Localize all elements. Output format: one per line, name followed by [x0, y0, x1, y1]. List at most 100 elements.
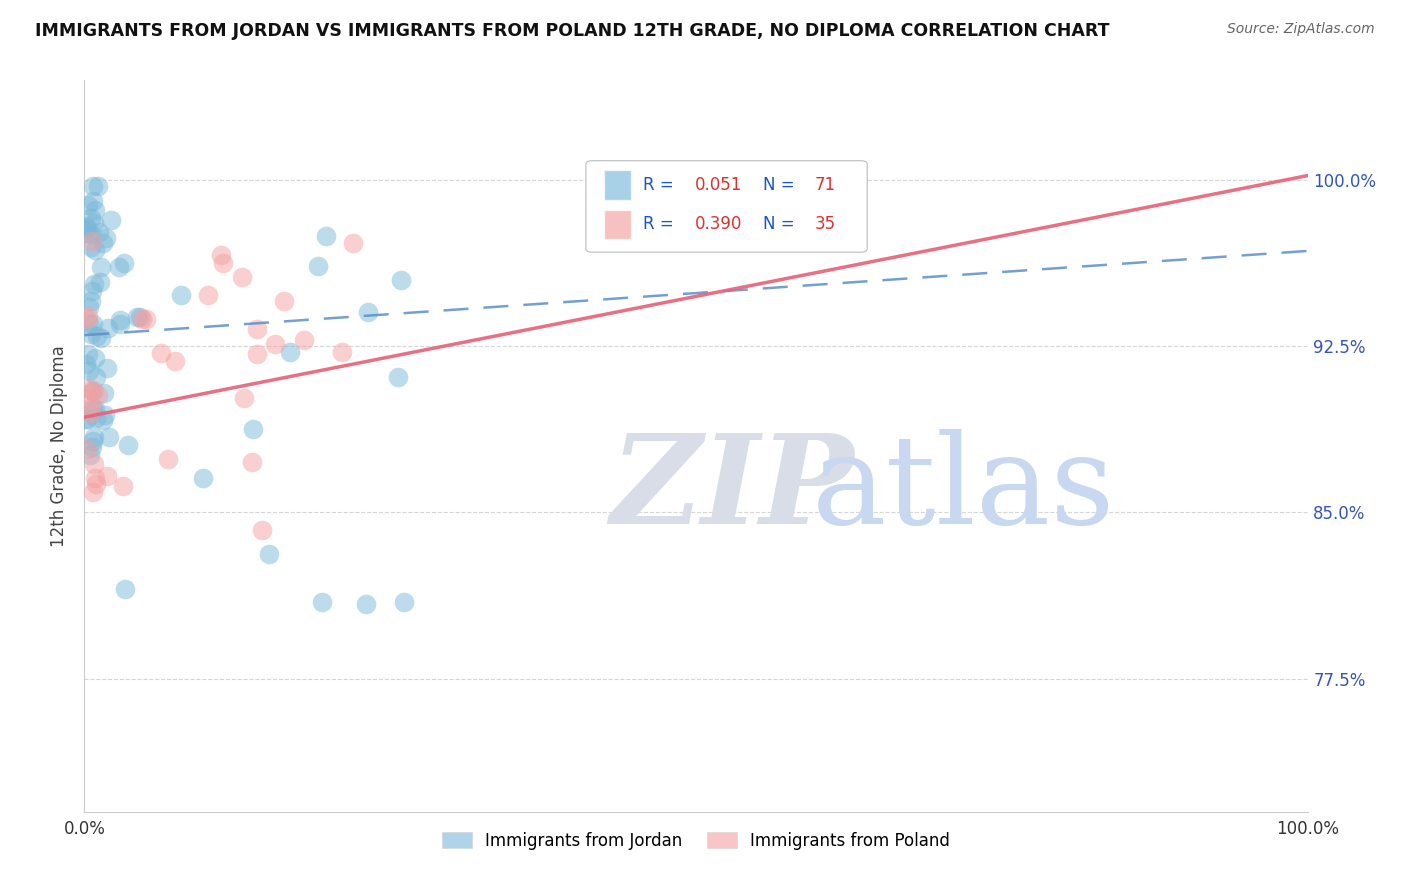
Point — [77, 317, 100, 331]
Point — [89, 225, 111, 239]
Point — [77, 309, 100, 323]
Point — [83, 384, 105, 399]
Point — [84, 203, 107, 218]
Point — [87, 388, 110, 402]
Point — [91, 413, 114, 427]
Y-axis label: 12th Grade, No Diploma: 12th Grade, No Diploma — [51, 345, 69, 547]
Point — [242, 422, 264, 436]
Point — [278, 345, 301, 359]
Text: N =: N = — [763, 176, 800, 194]
Point — [79, 382, 101, 396]
Point — [197, 288, 219, 302]
Point — [170, 287, 193, 301]
Point — [157, 451, 180, 466]
Point — [76, 386, 98, 401]
Text: IMMIGRANTS FROM JORDAN VS IMMIGRANTS FROM POLAND 12TH GRADE, NO DIPLOMA CORRELAT: IMMIGRANTS FROM JORDAN VS IMMIGRANTS FRO… — [35, 22, 1109, 40]
Point — [82, 434, 104, 448]
Point — [100, 213, 122, 227]
Point — [112, 478, 135, 492]
Point — [135, 312, 157, 326]
Point — [76, 312, 98, 326]
Legend: Immigrants from Jordan, Immigrants from Poland: Immigrants from Jordan, Immigrants from … — [437, 827, 955, 855]
Text: 0.390: 0.390 — [695, 215, 742, 234]
Point — [292, 333, 315, 347]
Point — [311, 595, 333, 609]
Point — [75, 412, 97, 426]
Point — [82, 194, 104, 209]
Point — [80, 240, 103, 254]
Point — [193, 471, 215, 485]
Point — [84, 244, 107, 258]
Point — [82, 484, 104, 499]
Point — [82, 178, 104, 193]
Point — [90, 260, 112, 275]
Point — [117, 438, 139, 452]
Point — [93, 385, 115, 400]
FancyBboxPatch shape — [605, 210, 631, 239]
Point — [76, 412, 98, 426]
Point — [83, 216, 105, 230]
Point — [76, 442, 98, 456]
Point — [86, 329, 108, 343]
Point — [82, 317, 104, 331]
Point — [84, 477, 107, 491]
Point — [233, 392, 256, 406]
Point — [77, 226, 100, 240]
Point — [80, 234, 103, 248]
Point — [80, 400, 103, 414]
Point — [163, 354, 186, 368]
Point — [246, 347, 269, 361]
Point — [98, 430, 121, 444]
Point — [79, 406, 101, 420]
Point — [257, 547, 280, 561]
Text: 0.051: 0.051 — [695, 176, 742, 194]
Point — [87, 179, 110, 194]
Text: 71: 71 — [814, 176, 835, 194]
Text: Source: ZipAtlas.com: Source: ZipAtlas.com — [1227, 22, 1375, 37]
Point — [264, 336, 287, 351]
Point — [75, 220, 97, 235]
Point — [94, 231, 117, 245]
Point — [212, 256, 235, 270]
Point — [108, 318, 131, 332]
FancyBboxPatch shape — [586, 161, 868, 252]
Point — [89, 275, 111, 289]
Point — [82, 285, 104, 299]
Point — [125, 310, 148, 324]
Point — [83, 430, 105, 444]
Point — [96, 468, 118, 483]
Text: atlas: atlas — [813, 429, 1115, 550]
FancyBboxPatch shape — [605, 170, 631, 200]
Point — [80, 294, 103, 309]
Point — [389, 273, 412, 287]
Point — [82, 401, 104, 416]
Point — [108, 260, 131, 274]
Point — [84, 471, 107, 485]
Point — [79, 448, 101, 462]
Point — [273, 294, 295, 309]
Point — [77, 363, 100, 377]
Point — [96, 361, 118, 376]
Point — [91, 236, 114, 251]
Point — [93, 408, 115, 422]
Point — [80, 211, 103, 226]
Point — [83, 457, 105, 471]
Point — [129, 310, 152, 324]
Point — [354, 597, 377, 611]
Text: N =: N = — [763, 215, 800, 234]
Text: R =: R = — [644, 215, 679, 234]
Point — [246, 322, 269, 336]
Point — [82, 441, 104, 455]
Point — [80, 326, 103, 341]
Point — [149, 346, 172, 360]
Point — [83, 277, 105, 292]
Point — [209, 248, 232, 262]
Point — [83, 351, 105, 365]
Point — [79, 300, 101, 314]
Point — [357, 304, 380, 318]
Point — [114, 582, 136, 596]
Point — [80, 227, 103, 241]
Point — [75, 220, 97, 235]
Point — [83, 402, 105, 417]
Point — [250, 523, 273, 537]
